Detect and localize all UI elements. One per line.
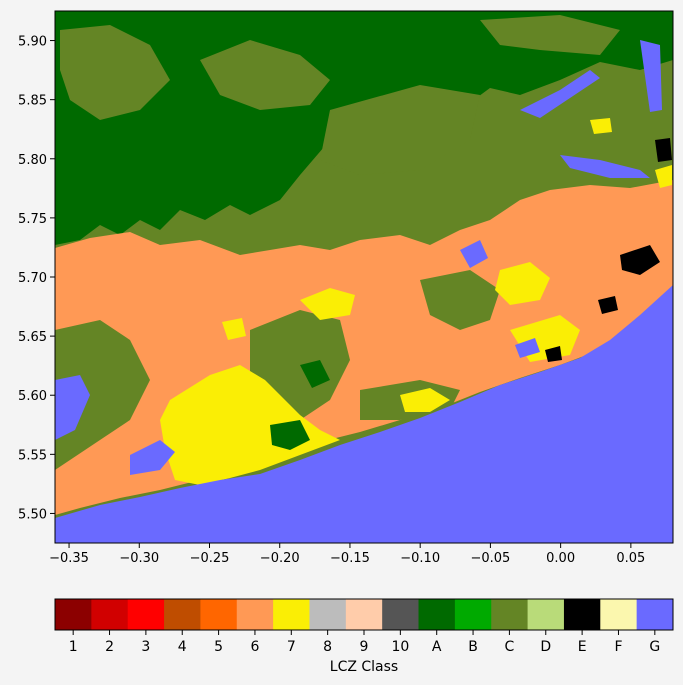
- lcz-region-7-east: [495, 262, 550, 305]
- x-tick-label: −0.25: [190, 551, 230, 566]
- colorbar-class-label: 5: [214, 639, 223, 655]
- colorbar-class-label: 3: [141, 639, 150, 655]
- lcz-region-c-patch-north: [60, 25, 170, 120]
- colorbar-class-label: 9: [360, 639, 369, 655]
- y-tick-label: 5.80: [18, 153, 47, 168]
- colorbar-class-label: 6: [250, 639, 259, 655]
- colorbar-swatch-e: [563, 599, 601, 630]
- colorbar-swatch-c: [491, 599, 529, 630]
- lcz-region-7-large: [160, 365, 340, 485]
- colorbar-swatch-8: [309, 599, 347, 630]
- x-tick-label: 0.05: [616, 551, 645, 566]
- colorbar-class-label: A: [432, 639, 442, 655]
- y-tick-label: 5.75: [18, 212, 47, 227]
- lcz-region-g-lagoon-east-2: [515, 338, 540, 358]
- colorbar-swatch-3: [127, 599, 165, 630]
- colorbar-class-label: G: [649, 639, 660, 655]
- lcz-region-g-lagoon-south: [130, 440, 175, 475]
- x-tick-label: −0.10: [400, 551, 440, 566]
- lcz-region-7-small-2: [590, 118, 612, 134]
- y-tick-label: 5.50: [18, 507, 47, 522]
- lcz-region-7-small-3: [655, 165, 672, 188]
- lcz-region-7-south: [400, 388, 450, 412]
- colorbar-class-label: E: [578, 639, 587, 655]
- y-tick-label: 5.90: [18, 35, 47, 50]
- colorbar-swatch-4: [164, 599, 201, 630]
- x-tick-label: −0.15: [330, 551, 370, 566]
- y-axis-ticks: 5.50 5.55 5.60 5.65 5.70 5.75 5.80 5.85 5.90: [18, 35, 55, 522]
- colorbar-labels: 1 2 3 4 5 6 7 8 9 10 A B C D E F G: [69, 630, 660, 655]
- lcz-region-g-west-lagoon: [55, 375, 90, 440]
- colorbar-class-label: D: [540, 639, 551, 655]
- y-tick-label: 5.55: [18, 448, 47, 463]
- colorbar-swatch-d: [527, 599, 565, 630]
- x-axis-ticks: −0.35 −0.30 −0.25 −0.20 −0.15 −0.10 −0.05 0.00 0…: [49, 543, 645, 566]
- colorbar-class-label: 10: [391, 639, 409, 655]
- colorbar-class-label: 7: [287, 639, 296, 655]
- lcz-region-e-patch-2: [598, 296, 618, 314]
- colorbar-swatch-b: [454, 599, 492, 630]
- colorbar-swatch-9: [345, 599, 383, 630]
- x-tick-label: −0.20: [260, 551, 300, 566]
- colorbar-class-label: C: [505, 639, 515, 655]
- lcz-region-e-patch-3: [545, 346, 562, 362]
- colorbar-swatch-g: [636, 599, 674, 630]
- colorbar-swatch-7: [273, 599, 310, 630]
- colorbar-class-label: 1: [69, 639, 78, 655]
- colorbar-swatch-10: [382, 599, 420, 630]
- lcz-region-a-patch-mid: [300, 360, 330, 388]
- lcz-region-7-small: [222, 318, 246, 340]
- colorbar-swatch-f: [600, 599, 638, 630]
- map-plot-area: [55, 11, 673, 543]
- y-tick-label: 5.60: [18, 389, 47, 404]
- lcz-region-g-inlet: [520, 70, 600, 118]
- lcz-region-c-patch-west: [55, 320, 150, 470]
- colorbar-class-label: 2: [105, 639, 114, 655]
- lcz-region-e-patch-4: [655, 138, 672, 162]
- x-tick-label: −0.05: [470, 551, 510, 566]
- y-tick-label: 5.85: [18, 94, 47, 109]
- lcz-region-c-patch-east: [480, 15, 620, 55]
- x-tick-label: −0.30: [119, 551, 159, 566]
- colorbar-class-label: 4: [178, 639, 187, 655]
- colorbar-swatch-2: [91, 599, 129, 630]
- lcz-region-g-lagoon-east: [460, 240, 488, 268]
- lcz-region-g-inlet-3: [640, 40, 662, 112]
- colorbar-swatch-5: [200, 599, 238, 630]
- lcz-region-e-patch: [620, 245, 660, 275]
- lcz-region-g-inlet-2: [560, 155, 650, 178]
- colorbar-class-label: F: [614, 639, 622, 655]
- lcz-region-7-north: [300, 288, 355, 320]
- colorbar-title: LCZ Class: [330, 659, 398, 675]
- lcz-region-a-patch-south: [270, 420, 310, 450]
- colorbar-swatch-1: [55, 599, 92, 630]
- y-tick-label: 5.65: [18, 330, 47, 345]
- colorbar-swatch-6: [236, 599, 274, 630]
- lcz-region-g-ocean: [55, 285, 673, 543]
- colorbar-class-label: B: [468, 639, 478, 655]
- lcz-region-c-patch-center: [320, 85, 480, 175]
- lcz-region-c-patch-north-2: [200, 40, 330, 110]
- y-tick-label: 5.70: [18, 271, 47, 286]
- colorbar: [55, 599, 674, 630]
- lcz-region-c-patch-mid-2: [420, 270, 500, 330]
- colorbar-class-label: 8: [323, 639, 332, 655]
- x-tick-label: 0.00: [546, 551, 575, 566]
- x-tick-label: −0.35: [49, 551, 89, 566]
- colorbar-swatch-a: [418, 599, 456, 630]
